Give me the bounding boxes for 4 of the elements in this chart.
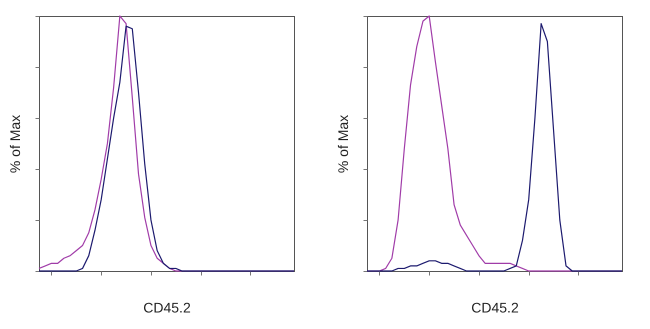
y-axis-title: % of Max (7, 114, 23, 174)
x-axis-title: CD45.2 (143, 300, 191, 316)
y-axis-title: % of Max (335, 114, 351, 174)
x-axis-title: CD45.2 (471, 300, 519, 316)
